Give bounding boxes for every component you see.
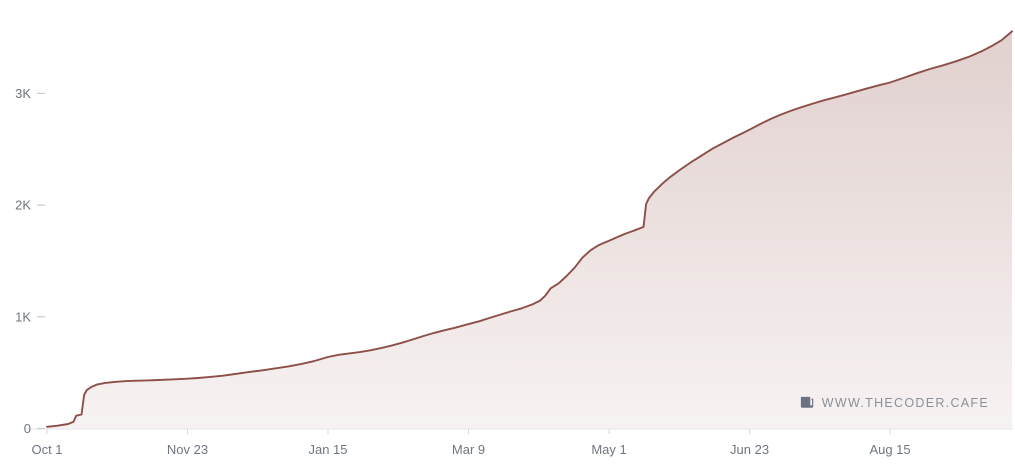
area-fill bbox=[47, 31, 1012, 429]
x-axis-label: Aug 15 bbox=[869, 442, 910, 457]
y-axis-label: 0 bbox=[24, 421, 31, 436]
x-axis-label: Oct 1 bbox=[31, 442, 62, 457]
x-axis: Oct 1 Nov 23 Jan 15 Mar 9 May 1 Jun 23 Aug 15 bbox=[31, 429, 911, 457]
x-axis-label: May 1 bbox=[591, 442, 626, 457]
growth-line bbox=[46, 30, 1013, 428]
y-axis: 0 1K 2K 3K bbox=[15, 86, 45, 436]
x-axis-label: Jun 23 bbox=[730, 442, 769, 457]
x-axis-label: Nov 23 bbox=[167, 442, 208, 457]
y-axis-label: 1K bbox=[15, 309, 31, 324]
newspaper-icon bbox=[799, 395, 814, 410]
x-axis-label: Jan 15 bbox=[308, 442, 347, 457]
x-axis-label: Mar 9 bbox=[452, 442, 485, 457]
watermark-text: WWW.THECODER.CAFE bbox=[821, 395, 989, 410]
watermark: WWW.THECODER.CAFE bbox=[799, 395, 989, 410]
y-axis-label: 2K bbox=[15, 198, 31, 213]
y-axis-label: 3K bbox=[15, 86, 31, 101]
